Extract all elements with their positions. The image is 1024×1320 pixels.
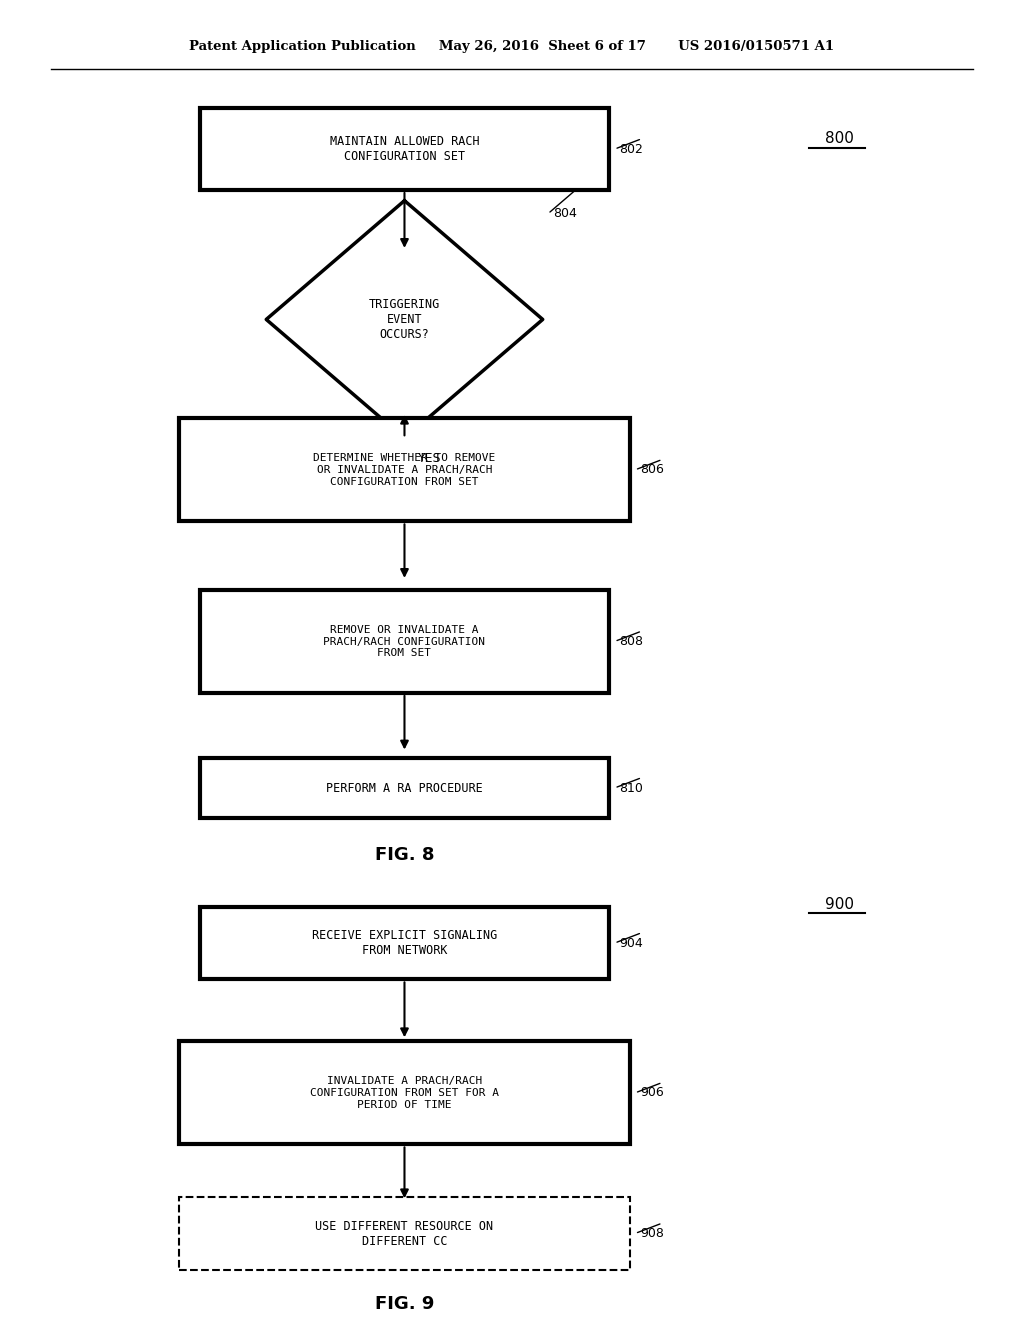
Text: 904: 904	[620, 937, 643, 949]
FancyBboxPatch shape	[179, 1041, 630, 1144]
FancyBboxPatch shape	[200, 590, 609, 693]
FancyBboxPatch shape	[200, 907, 609, 979]
Text: INVALIDATE A PRACH/RACH
CONFIGURATION FROM SET FOR A
PERIOD OF TIME: INVALIDATE A PRACH/RACH CONFIGURATION FR…	[310, 1076, 499, 1110]
Text: 810: 810	[620, 781, 643, 795]
Text: Patent Application Publication     May 26, 2016  Sheet 6 of 17       US 2016/015: Patent Application Publication May 26, 2…	[189, 40, 835, 53]
Text: MAINTAIN ALLOWED RACH
CONFIGURATION SET: MAINTAIN ALLOWED RACH CONFIGURATION SET	[330, 135, 479, 164]
Text: 806: 806	[640, 463, 664, 477]
Text: PERFORM A RA PROCEDURE: PERFORM A RA PROCEDURE	[326, 781, 483, 795]
FancyBboxPatch shape	[179, 1197, 630, 1270]
Text: 908: 908	[640, 1228, 664, 1239]
Text: 808: 808	[620, 635, 643, 648]
FancyBboxPatch shape	[200, 108, 609, 190]
Text: 804: 804	[553, 207, 577, 220]
FancyBboxPatch shape	[200, 758, 609, 818]
Polygon shape	[266, 201, 543, 438]
Text: FIG. 9: FIG. 9	[375, 1295, 434, 1313]
Text: USE DIFFERENT RESOURCE ON
DIFFERENT CC: USE DIFFERENT RESOURCE ON DIFFERENT CC	[315, 1220, 494, 1247]
Text: 802: 802	[620, 143, 643, 156]
Text: TRIGGERING
EVENT
OCCURS?: TRIGGERING EVENT OCCURS?	[369, 298, 440, 341]
FancyBboxPatch shape	[179, 418, 630, 521]
Text: 900: 900	[825, 896, 854, 912]
Text: YES: YES	[419, 451, 441, 465]
Text: 800: 800	[825, 131, 854, 147]
Text: 906: 906	[640, 1086, 664, 1100]
Text: RECEIVE EXPLICIT SIGNALING
FROM NETWORK: RECEIVE EXPLICIT SIGNALING FROM NETWORK	[312, 929, 497, 957]
Text: DETERMINE WHETHER TO REMOVE
OR INVALIDATE A PRACH/RACH
CONFIGURATION FROM SET: DETERMINE WHETHER TO REMOVE OR INVALIDAT…	[313, 453, 496, 487]
Text: FIG. 8: FIG. 8	[375, 846, 434, 865]
Text: REMOVE OR INVALIDATE A
PRACH/RACH CONFIGURATION
FROM SET: REMOVE OR INVALIDATE A PRACH/RACH CONFIG…	[324, 624, 485, 659]
